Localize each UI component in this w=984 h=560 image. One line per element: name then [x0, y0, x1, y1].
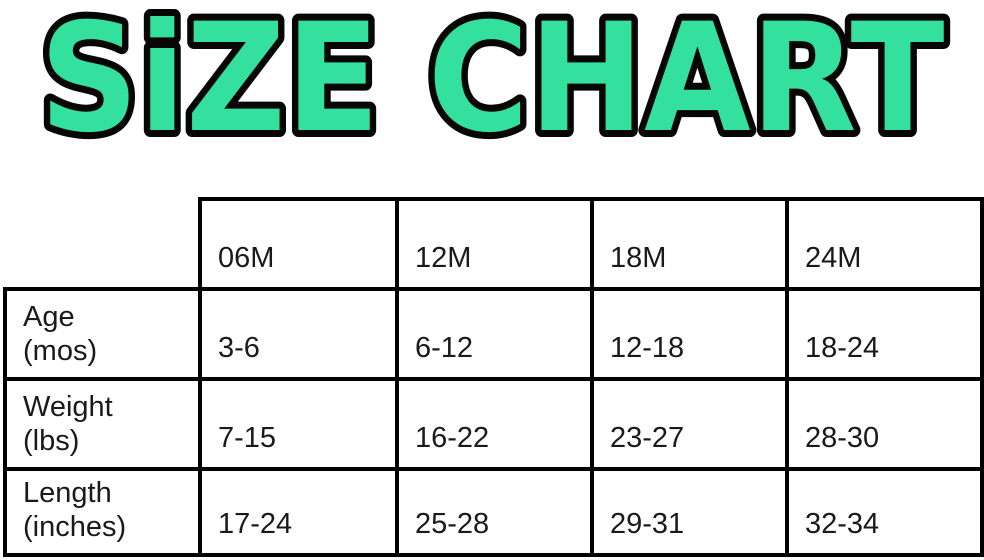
cell-weight-18m: 23-27: [590, 377, 789, 471]
cell-weight-06m: 7-15: [198, 377, 399, 471]
row-header-age: Age (mos): [3, 287, 202, 381]
cell-length-24m: 32-34: [785, 467, 984, 557]
cell-weight-12m: 16-22: [395, 377, 594, 471]
cell-weight-24m: 28-30: [785, 377, 984, 471]
size-table: 06M 12M 18M 24M Age (mos) 3-6 6-12 12-18…: [3, 197, 984, 557]
page-title: SiZE CHART: [40, 0, 945, 166]
row-header-length: Length (inches): [3, 467, 202, 557]
cell-length-12m: 25-28: [395, 467, 594, 557]
cell-length-18m: 29-31: [590, 467, 789, 557]
corner-cell-empty: [5, 199, 200, 289]
row-label: Weight: [23, 391, 113, 423]
row-header-weight: Weight (lbs): [3, 377, 202, 471]
cell-age-24m: 18-24: [785, 287, 984, 381]
header-row: 06M 12M 18M 24M: [5, 197, 984, 291]
cell-length-06m: 17-24: [198, 467, 399, 557]
cell-age-18m: 12-18: [590, 287, 789, 381]
table-row-weight: Weight (lbs) 7-15 16-22 23-27 28-30: [3, 377, 984, 471]
cell-age-06m: 3-6: [198, 287, 399, 381]
table-row-length: Length (inches) 17-24 25-28 29-31 32-34: [3, 467, 984, 557]
table-row-age: Age (mos) 3-6 6-12 12-18 18-24: [3, 287, 984, 381]
column-header-18m: 18M: [590, 197, 789, 291]
column-header-12m: 12M: [395, 197, 594, 291]
row-label: Age: [23, 301, 75, 333]
size-chart-title-art: SiZE CHART: [33, 0, 952, 173]
row-unit: (inches): [23, 511, 127, 543]
row-label: Length: [23, 477, 112, 509]
cell-age-12m: 6-12: [395, 287, 594, 381]
title-banner: SiZE CHART: [0, 0, 984, 197]
row-unit: (mos): [23, 335, 98, 367]
row-unit: (lbs): [23, 425, 80, 457]
column-header-24m: 24M: [785, 197, 984, 291]
column-header-06m: 06M: [198, 197, 399, 291]
